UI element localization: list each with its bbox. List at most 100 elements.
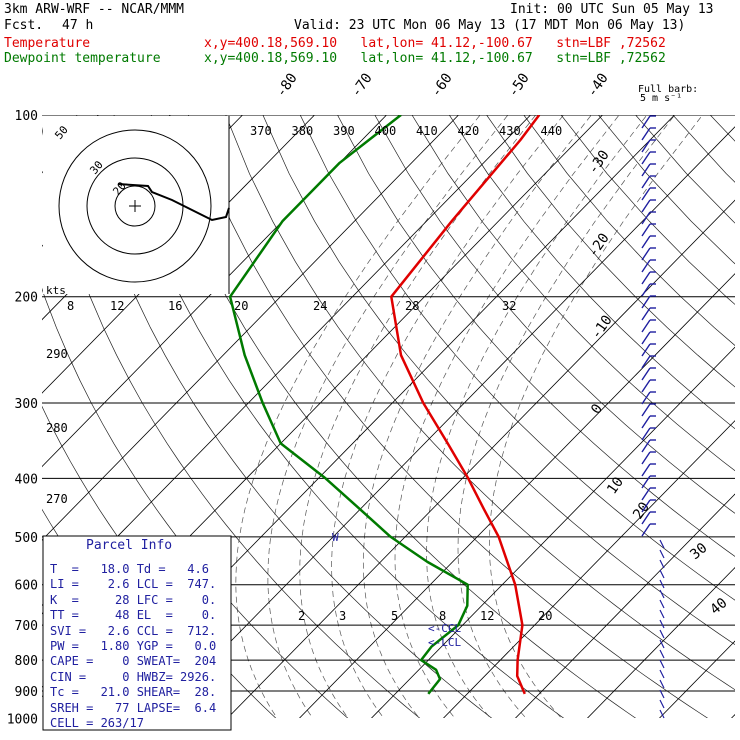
theta-label: 390	[333, 124, 355, 138]
barb-key-unit: 5 m s⁻¹	[640, 93, 683, 104]
wind-barb-staff	[641, 403, 651, 417]
pressure-tick-label: 300	[15, 397, 38, 412]
isotherm-label: 0	[588, 401, 606, 417]
wind-barb-staff	[659, 709, 665, 719]
pressure-tick-label: 400	[15, 472, 38, 487]
dewpoint-legend: Dewpoint temperature	[4, 51, 161, 66]
parcel-info-row: SVI = 2.6 CCL = 712.	[50, 623, 217, 638]
wind-barb-staff	[659, 619, 665, 629]
dry-adiabat	[598, 115, 735, 265]
wind-barb-staff	[659, 659, 665, 669]
wind-barb-staff	[641, 199, 651, 213]
wind-barb-staff	[641, 415, 651, 429]
isotherm-label: -30	[585, 147, 613, 177]
hodograph-panel	[43, 116, 229, 294]
wind-barb-staff	[641, 391, 651, 405]
parcel-info-row: SREH = 77 LAPSE= 6.4	[50, 700, 217, 715]
pressure-tick-label: 600	[15, 579, 38, 594]
wind-barb-staff	[641, 511, 651, 525]
wind-barb-staff	[659, 629, 665, 639]
moist-adiabat	[489, 115, 703, 718]
parcel-box-bg	[42, 535, 232, 731]
theta-label: 400	[375, 124, 397, 138]
theta-label: 430	[499, 124, 521, 138]
valid-time: Valid: 23 UTC Mon 06 May 13 (17 MDT Mon …	[294, 18, 686, 33]
hodograph-speed-label: 20	[234, 299, 248, 313]
plot-area	[42, 115, 735, 718]
parcel-info-row: TT = 48 EL = 0.	[50, 608, 217, 623]
hodograph-speed-label: 16	[168, 299, 182, 313]
wind-barb-staff	[641, 463, 651, 477]
wind-barb-staff	[659, 539, 665, 549]
wind-barb-staff	[641, 307, 651, 321]
model-title: 3km ARW-WRF -- NCAR/MMM	[4, 2, 185, 17]
hodograph-ring	[58, 129, 212, 283]
wind-barb-staff	[641, 379, 651, 393]
isotherm-label: -60	[428, 70, 456, 100]
mixing-ratio-label: 8	[439, 609, 446, 623]
theta-label: 420	[458, 124, 480, 138]
mixing-ratio-label: 5	[391, 609, 398, 623]
parcel-info-row: CELL = 263/17	[50, 716, 144, 730]
moist-adiabat	[331, 115, 564, 718]
isotherm	[587, 567, 735, 718]
wind-barb-staff	[641, 139, 651, 153]
wind-barb-staff	[641, 427, 651, 441]
wind-barb-staff	[641, 175, 651, 189]
moist-adiabat	[267, 115, 509, 718]
isotherm	[731, 713, 735, 718]
pressure-tick-label: 1000	[7, 713, 38, 728]
forecast-hour: 47 h	[62, 18, 94, 33]
temperature-location: x,y=400.18,569.10 lat,lon= 41.12,-100.67…	[204, 36, 666, 51]
parcel-info-row: PW = 1.80 YGP = 0.0	[50, 639, 217, 653]
dry-adiabat	[42, 126, 421, 718]
hodograph-speed-label: 12	[110, 299, 124, 313]
wind-barb-staff	[641, 115, 651, 129]
dry-adiabat	[76, 115, 493, 718]
wind-barb-staff	[659, 669, 665, 679]
moist-adiabat	[299, 115, 536, 718]
pressure-tick-label: 100	[15, 109, 38, 124]
isotherm-label: -40	[584, 70, 612, 100]
wind-barb-staff	[659, 609, 665, 619]
theta-label: 410	[416, 124, 438, 138]
isotherm-label: 10	[604, 474, 627, 497]
wind-barb-staff	[659, 569, 665, 579]
pressure-tick-label: 900	[15, 685, 38, 700]
wind-barb-staff	[641, 343, 651, 357]
dry-adiabat	[449, 115, 735, 430]
isotherm-label: -80	[273, 70, 301, 100]
wind-barb-staff	[659, 549, 665, 559]
dewpoint-trace	[228, 115, 469, 695]
wind-barb-staff	[659, 689, 665, 699]
isotherm	[42, 115, 459, 541]
hodograph-speed-label: 24	[313, 299, 327, 313]
parcel-info-row: T = 18.0 Td = 4.6	[50, 562, 209, 576]
parcel-info-row: CAPE = 0 SWEAT= 204	[50, 654, 217, 669]
wind-barb-staff	[641, 499, 651, 513]
theta-label: 370	[250, 124, 272, 138]
wind-barb-staff	[641, 283, 651, 297]
theta-label: 440	[541, 124, 563, 138]
wind-barb-staff	[641, 163, 651, 177]
hodograph-speed-label: 32	[502, 299, 516, 313]
wind-barb-staff	[641, 319, 651, 333]
isotherm-label: 30	[687, 540, 710, 563]
init-time: Init: 00 UTC Sun 05 May 13	[510, 2, 714, 17]
mixing-ratio-label: 20	[538, 609, 552, 623]
wind-barb-staff	[641, 331, 651, 345]
direction-label: 290	[46, 347, 68, 361]
isotherm	[371, 346, 735, 718]
moist-adiabat	[235, 115, 481, 718]
dry-adiabat	[262, 115, 735, 646]
wind-barb-staff	[641, 223, 651, 237]
forecast-label: Fcst.	[4, 18, 44, 33]
dry-adiabat	[709, 115, 735, 142]
barb-key-title: Full barb:	[638, 84, 699, 95]
isotherm	[515, 493, 735, 718]
wind-barb-staff	[659, 679, 665, 689]
direction-label: 280	[46, 421, 68, 435]
wind-barb-staff	[641, 439, 651, 453]
mixing-ratio-label: 3	[339, 609, 346, 623]
